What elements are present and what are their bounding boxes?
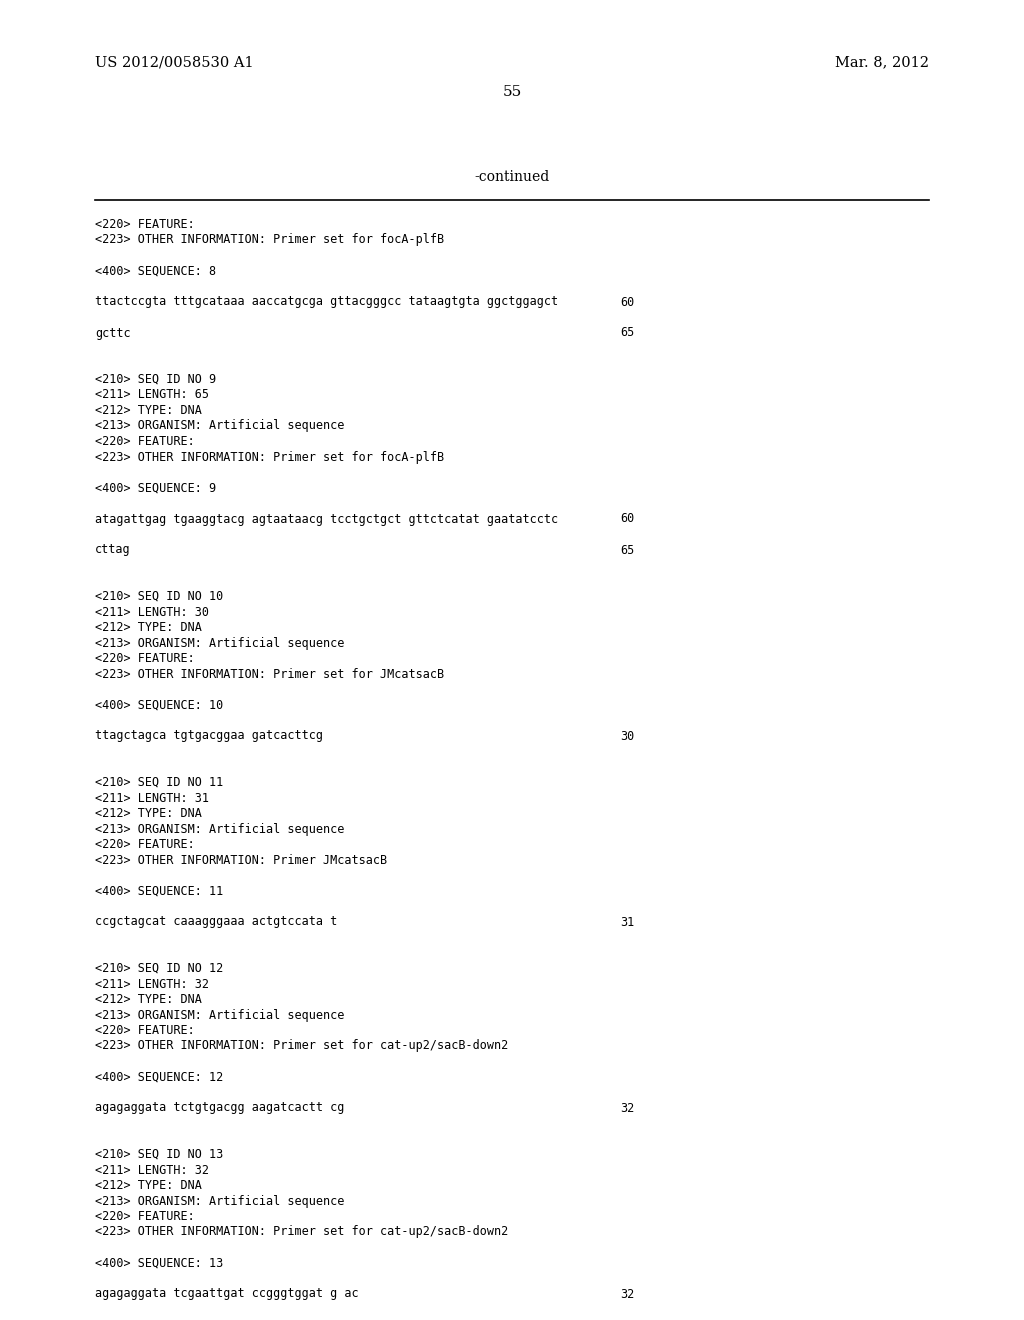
Text: <213> ORGANISM: Artificial sequence: <213> ORGANISM: Artificial sequence: [95, 636, 344, 649]
Text: 60: 60: [620, 296, 634, 309]
Text: <210> SEQ ID NO 9: <210> SEQ ID NO 9: [95, 374, 216, 385]
Text: <400> SEQUENCE: 8: <400> SEQUENCE: 8: [95, 264, 216, 277]
Text: ttactccgta tttgcataaa aaccatgcga gttacgggcc tataagtgta ggctggagct: ttactccgta tttgcataaa aaccatgcga gttacgg…: [95, 296, 558, 309]
Text: -continued: -continued: [474, 170, 550, 183]
Text: <223> OTHER INFORMATION: Primer set for focA-plfB: <223> OTHER INFORMATION: Primer set for …: [95, 450, 444, 463]
Text: <211> LENGTH: 32: <211> LENGTH: 32: [95, 1163, 209, 1176]
Text: 55: 55: [503, 84, 521, 99]
Text: <220> FEATURE:: <220> FEATURE:: [95, 838, 195, 851]
Text: 32: 32: [620, 1101, 634, 1114]
Text: 65: 65: [620, 544, 634, 557]
Text: atagattgag tgaaggtacg agtaataacg tcctgctgct gttctcatat gaatatcctc: atagattgag tgaaggtacg agtaataacg tcctgct…: [95, 512, 558, 525]
Text: <212> TYPE: DNA: <212> TYPE: DNA: [95, 1179, 202, 1192]
Text: 32: 32: [620, 1287, 634, 1300]
Text: cttag: cttag: [95, 544, 131, 557]
Text: <213> ORGANISM: Artificial sequence: <213> ORGANISM: Artificial sequence: [95, 822, 344, 836]
Text: <400> SEQUENCE: 13: <400> SEQUENCE: 13: [95, 1257, 223, 1270]
Text: <400> SEQUENCE: 11: <400> SEQUENCE: 11: [95, 884, 223, 898]
Text: <211> LENGTH: 65: <211> LENGTH: 65: [95, 388, 209, 401]
Text: <220> FEATURE:: <220> FEATURE:: [95, 436, 195, 447]
Text: ttagctagca tgtgacggaa gatcacttcg: ttagctagca tgtgacggaa gatcacttcg: [95, 730, 323, 742]
Text: <220> FEATURE:: <220> FEATURE:: [95, 1024, 195, 1038]
Text: <220> FEATURE:: <220> FEATURE:: [95, 1210, 195, 1224]
Text: <220> FEATURE:: <220> FEATURE:: [95, 218, 195, 231]
Text: <212> TYPE: DNA: <212> TYPE: DNA: [95, 404, 202, 417]
Text: <211> LENGTH: 32: <211> LENGTH: 32: [95, 978, 209, 990]
Text: <223> OTHER INFORMATION: Primer set for focA-plfB: <223> OTHER INFORMATION: Primer set for …: [95, 234, 444, 247]
Text: <213> ORGANISM: Artificial sequence: <213> ORGANISM: Artificial sequence: [95, 420, 344, 433]
Text: gcttc: gcttc: [95, 326, 131, 339]
Text: <400> SEQUENCE: 10: <400> SEQUENCE: 10: [95, 698, 223, 711]
Text: <223> OTHER INFORMATION: Primer JMcatsacB: <223> OTHER INFORMATION: Primer JMcatsac…: [95, 854, 387, 866]
Text: agagaggata tctgtgacgg aagatcactt cg: agagaggata tctgtgacgg aagatcactt cg: [95, 1101, 344, 1114]
Text: US 2012/0058530 A1: US 2012/0058530 A1: [95, 55, 254, 69]
Text: <220> FEATURE:: <220> FEATURE:: [95, 652, 195, 665]
Text: ccgctagcat caaagggaaa actgtccata t: ccgctagcat caaagggaaa actgtccata t: [95, 916, 337, 928]
Text: <212> TYPE: DNA: <212> TYPE: DNA: [95, 807, 202, 820]
Text: <213> ORGANISM: Artificial sequence: <213> ORGANISM: Artificial sequence: [95, 1195, 344, 1208]
Text: <213> ORGANISM: Artificial sequence: <213> ORGANISM: Artificial sequence: [95, 1008, 344, 1022]
Text: 65: 65: [620, 326, 634, 339]
Text: <223> OTHER INFORMATION: Primer set for cat-up2/sacB-down2: <223> OTHER INFORMATION: Primer set for …: [95, 1040, 508, 1052]
Text: <223> OTHER INFORMATION: Primer set for JMcatsacB: <223> OTHER INFORMATION: Primer set for …: [95, 668, 444, 681]
Text: <400> SEQUENCE: 12: <400> SEQUENCE: 12: [95, 1071, 223, 1084]
Text: <210> SEQ ID NO 11: <210> SEQ ID NO 11: [95, 776, 223, 789]
Text: <211> LENGTH: 31: <211> LENGTH: 31: [95, 792, 209, 804]
Text: Mar. 8, 2012: Mar. 8, 2012: [835, 55, 929, 69]
Text: agagaggata tcgaattgat ccgggtggat g ac: agagaggata tcgaattgat ccgggtggat g ac: [95, 1287, 358, 1300]
Text: <210> SEQ ID NO 12: <210> SEQ ID NO 12: [95, 962, 223, 975]
Text: <400> SEQUENCE: 9: <400> SEQUENCE: 9: [95, 482, 216, 495]
Text: <211> LENGTH: 30: <211> LENGTH: 30: [95, 606, 209, 619]
Text: <210> SEQ ID NO 13: <210> SEQ ID NO 13: [95, 1148, 223, 1162]
Text: 31: 31: [620, 916, 634, 928]
Text: <212> TYPE: DNA: <212> TYPE: DNA: [95, 993, 202, 1006]
Text: 60: 60: [620, 512, 634, 525]
Text: 30: 30: [620, 730, 634, 742]
Text: <210> SEQ ID NO 10: <210> SEQ ID NO 10: [95, 590, 223, 603]
Text: <223> OTHER INFORMATION: Primer set for cat-up2/sacB-down2: <223> OTHER INFORMATION: Primer set for …: [95, 1225, 508, 1238]
Text: <212> TYPE: DNA: <212> TYPE: DNA: [95, 620, 202, 634]
